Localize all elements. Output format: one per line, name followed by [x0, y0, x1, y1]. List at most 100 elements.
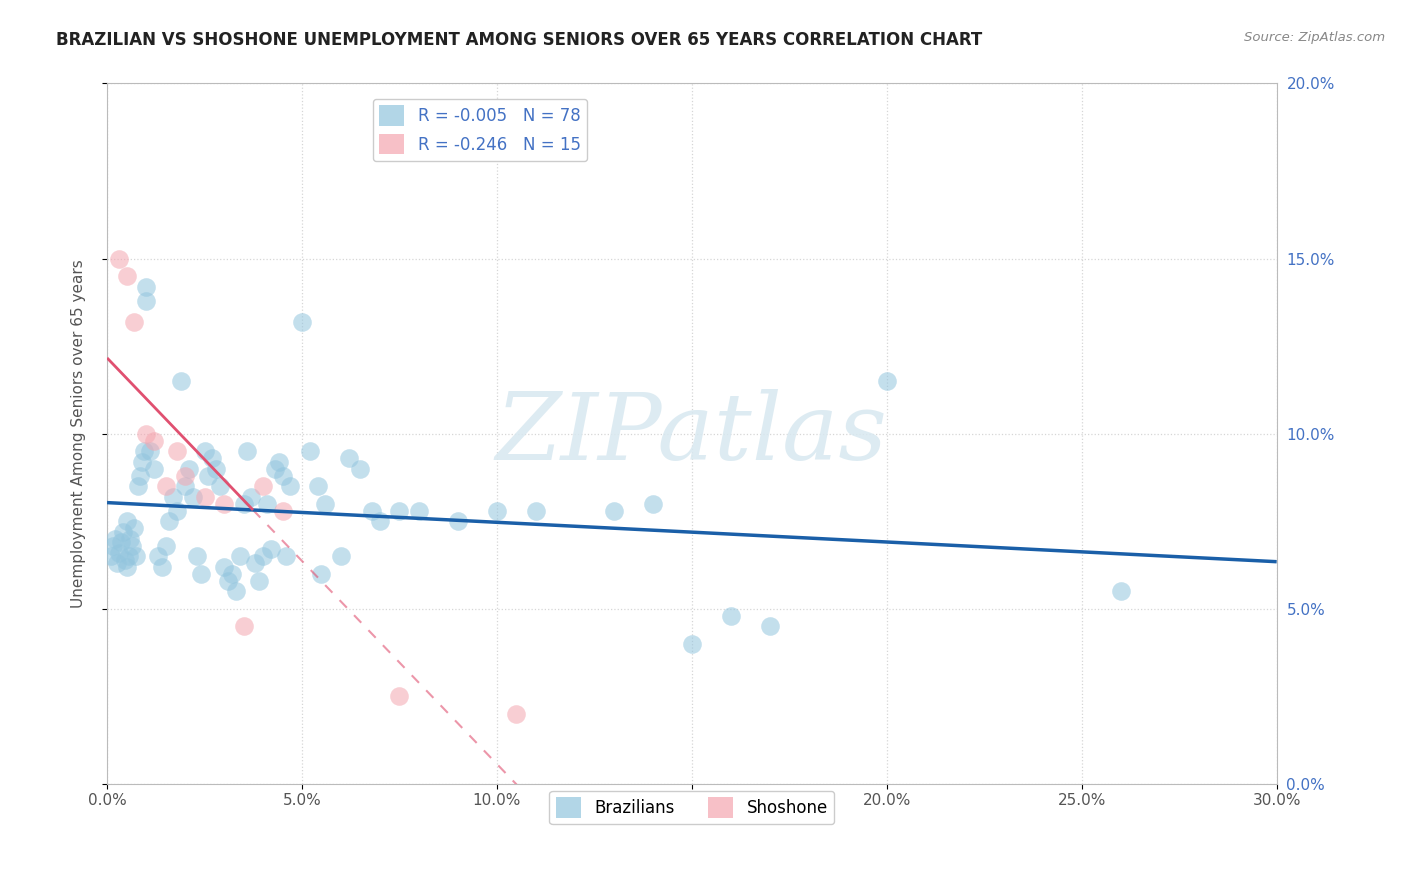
Text: BRAZILIAN VS SHOSHONE UNEMPLOYMENT AMONG SENIORS OVER 65 YEARS CORRELATION CHART: BRAZILIAN VS SHOSHONE UNEMPLOYMENT AMONG… [56, 31, 983, 49]
Point [252, 479, 274, 493]
Point [125, 549, 148, 563]
Point [267, 454, 290, 468]
Point [337, 451, 360, 466]
Text: ZIPatlas: ZIPatlas [496, 389, 887, 479]
Point [245, 556, 267, 570]
Point [142, 461, 165, 475]
Point [201, 451, 224, 466]
Point [146, 549, 169, 563]
Point [166, 503, 188, 517]
Point [104, 532, 127, 546]
Text: Source: ZipAtlas.com: Source: ZipAtlas.com [1244, 31, 1385, 45]
Point [124, 521, 146, 535]
Point [225, 584, 247, 599]
Point [240, 490, 263, 504]
Point [603, 503, 626, 517]
Point [228, 549, 250, 563]
Point [361, 503, 384, 517]
Point [759, 619, 782, 633]
Point [209, 479, 232, 493]
Point [132, 444, 155, 458]
Point [121, 539, 143, 553]
Point [271, 468, 294, 483]
Point [115, 559, 138, 574]
Point [110, 535, 132, 549]
Point [181, 490, 204, 504]
Point [212, 559, 235, 574]
Point [256, 497, 278, 511]
Point [330, 549, 353, 563]
Legend: Brazilians, Shoshone: Brazilians, Shoshone [550, 790, 834, 824]
Point [276, 549, 298, 563]
Point [349, 461, 371, 475]
Point [155, 479, 177, 493]
Point [107, 252, 129, 266]
Point [115, 268, 138, 283]
Point [447, 514, 470, 528]
Point [232, 619, 254, 633]
Point [221, 566, 243, 581]
Point [159, 514, 181, 528]
Point [117, 549, 139, 563]
Point [170, 374, 193, 388]
Point [100, 549, 122, 563]
Point [232, 497, 254, 511]
Point [115, 514, 138, 528]
Point [368, 514, 391, 528]
Point [193, 444, 215, 458]
Point [155, 539, 177, 553]
Point [120, 532, 142, 546]
Point [252, 549, 274, 563]
Point [212, 497, 235, 511]
Point [876, 374, 898, 388]
Point [139, 444, 162, 458]
Point [174, 479, 197, 493]
Point [101, 539, 124, 553]
Point [485, 503, 508, 517]
Point [124, 314, 146, 328]
Point [260, 542, 283, 557]
Point [205, 461, 228, 475]
Point [186, 549, 208, 563]
Point [150, 559, 173, 574]
Point [111, 524, 134, 539]
Point [135, 293, 157, 308]
Point [190, 566, 212, 581]
Point [524, 503, 547, 517]
Y-axis label: Unemployment Among Seniors over 65 years: Unemployment Among Seniors over 65 years [72, 260, 86, 608]
Point [162, 490, 184, 504]
Point [217, 574, 239, 588]
Point [641, 497, 664, 511]
Point [681, 637, 703, 651]
Point [388, 503, 411, 517]
Point [131, 454, 153, 468]
Point [307, 479, 329, 493]
Point [142, 434, 165, 448]
Point [236, 444, 259, 458]
Point [278, 479, 301, 493]
Point [314, 497, 336, 511]
Point [271, 503, 294, 517]
Point [197, 468, 219, 483]
Point [311, 566, 333, 581]
Point [166, 444, 188, 458]
Point [105, 556, 128, 570]
Point [135, 279, 157, 293]
Point [720, 608, 742, 623]
Point [127, 479, 149, 493]
Point [174, 468, 197, 483]
Point [263, 461, 285, 475]
Point [114, 552, 136, 566]
Point [291, 314, 314, 328]
Point [298, 444, 321, 458]
Point [107, 546, 129, 560]
Point [408, 503, 430, 517]
Point [1109, 584, 1132, 599]
Point [193, 490, 215, 504]
Point [505, 706, 527, 721]
Point [129, 468, 152, 483]
Point [135, 426, 157, 441]
Point [177, 461, 200, 475]
Point [388, 689, 411, 703]
Point [247, 574, 270, 588]
